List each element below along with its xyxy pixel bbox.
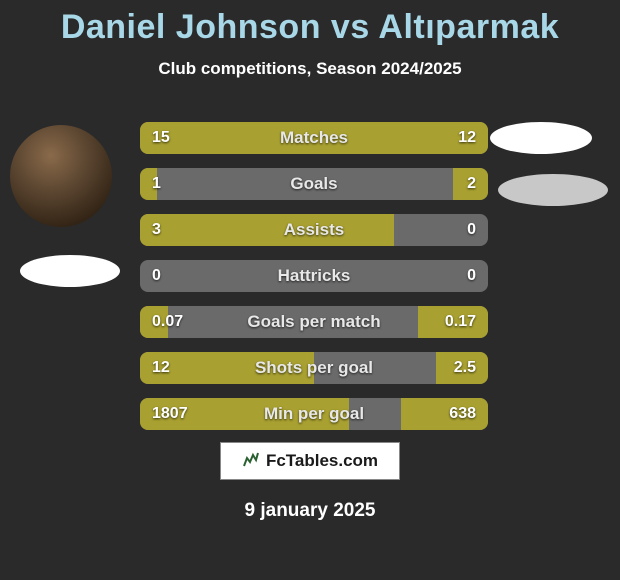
stat-value-right: 0	[467, 260, 476, 292]
comparison-subtitle: Club competitions, Season 2024/2025	[0, 59, 620, 79]
stat-bars-container: Matches1512Goals12Assists30Hattricks00Go…	[140, 122, 488, 444]
stat-row: Hattricks0 0	[140, 260, 488, 292]
stat-value-left: 0.07	[152, 306, 183, 338]
stat-row: Min per goal1807638	[140, 398, 488, 430]
stat-value-left: 12	[152, 352, 170, 384]
stat-value-right: 2	[467, 168, 476, 200]
stat-row: Matches1512	[140, 122, 488, 154]
stat-row: Goals1 2	[140, 168, 488, 200]
player-left-team-badge	[20, 255, 120, 287]
stat-label: Hattricks	[140, 260, 488, 292]
stat-value-right: 12	[458, 122, 476, 154]
snapshot-date: 9 january 2025	[0, 500, 620, 522]
stat-value-left: 3	[152, 214, 161, 246]
source-name: FcTables.com	[266, 451, 378, 471]
fctables-logo-icon	[242, 450, 260, 473]
stat-value-left: 1	[152, 168, 161, 200]
stat-row: Goals per match0.070.17	[140, 306, 488, 338]
comparison-title: Daniel Johnson vs Altıparmak	[0, 0, 620, 47]
player-right-team-badge-2	[498, 174, 608, 206]
stat-value-right: 2.5	[454, 352, 476, 384]
player-right-team-badge-1	[490, 122, 592, 154]
stat-value-left: 15	[152, 122, 170, 154]
stat-label: Goals	[140, 168, 488, 200]
stat-value-right: 0	[467, 214, 476, 246]
player-left-avatar	[10, 125, 112, 227]
stat-value-left: 0	[152, 260, 161, 292]
stat-value-left: 1807	[152, 398, 188, 430]
stat-row: Shots per goal122.5	[140, 352, 488, 384]
stat-value-right: 0.17	[445, 306, 476, 338]
stat-row: Assists30	[140, 214, 488, 246]
source-badge: FcTables.com	[220, 442, 400, 480]
stat-value-right: 638	[449, 398, 476, 430]
stat-bar-left	[140, 214, 394, 246]
